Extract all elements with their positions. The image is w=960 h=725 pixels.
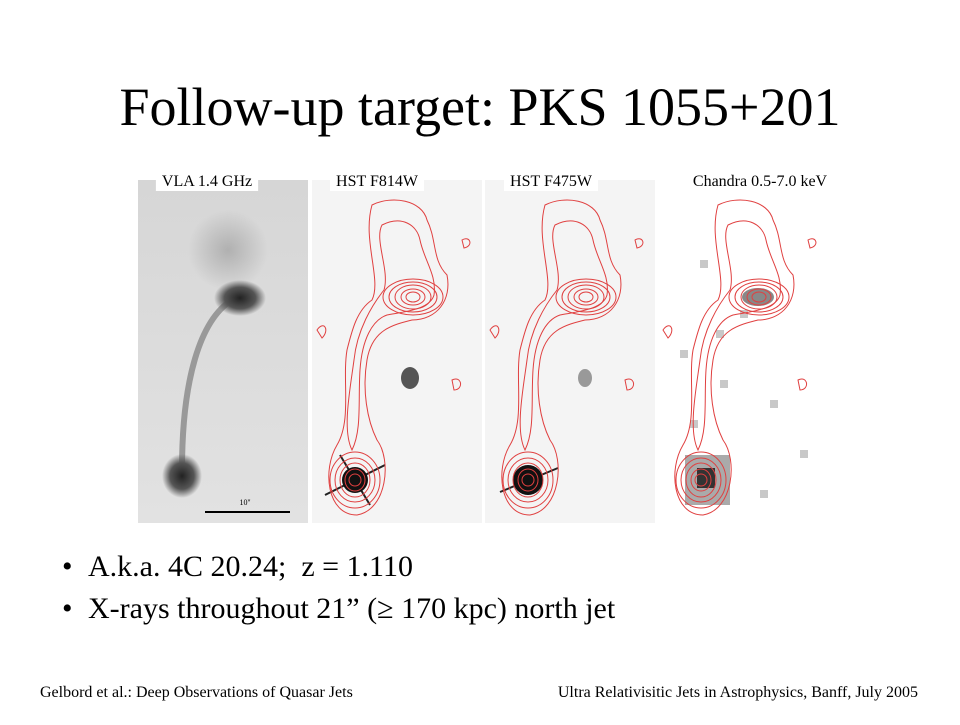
panel-image bbox=[312, 180, 482, 523]
footer-right: Ultra Relativisitic Jets in Astrophysics… bbox=[558, 684, 918, 701]
label-box bbox=[504, 170, 598, 191]
panel-image bbox=[138, 180, 308, 523]
label-box bbox=[330, 170, 424, 191]
label-box bbox=[155, 170, 259, 191]
slide-title: Follow-up target: PKS 1055+201 bbox=[120, 77, 841, 137]
bullet-dot: • bbox=[62, 592, 73, 625]
panel-label: Chandra 0.5-7.0 keV bbox=[693, 173, 828, 190]
bullet: A.k.a. 4C 20.24; z = 1.110 bbox=[88, 550, 413, 583]
footer-left: Gelbord et al.: Deep Observations of Qua… bbox=[40, 684, 353, 701]
scale-label: 10'' bbox=[240, 498, 251, 507]
bullet-dot: • bbox=[62, 550, 73, 583]
panel-label: HST F475W bbox=[510, 173, 593, 190]
panel-image bbox=[485, 180, 655, 523]
label-box bbox=[686, 170, 834, 191]
panel-image bbox=[658, 180, 828, 523]
bullet: X-rays throughout 21” (≥ 170 kpc) north … bbox=[88, 592, 616, 625]
panel-label: VLA 1.4 GHz bbox=[162, 173, 252, 190]
panel-label: HST F814W bbox=[336, 173, 419, 190]
